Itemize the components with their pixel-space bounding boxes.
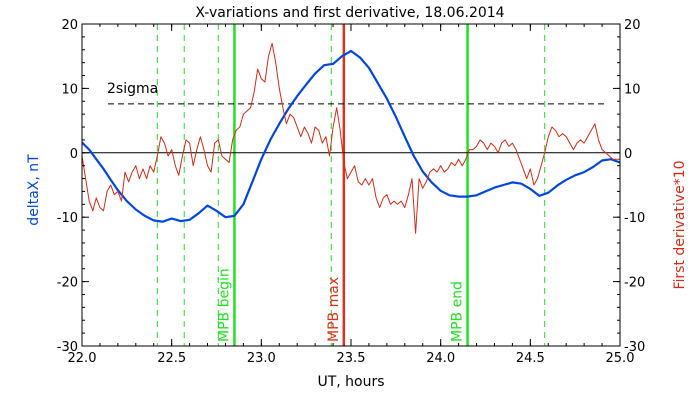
x-tick-label: 22.0 [68, 351, 97, 366]
y-left-tick-label: -10 [57, 211, 78, 226]
event-line-label: MPB end [450, 281, 466, 342]
y-right-tick-label: -10 [624, 211, 645, 226]
y-right-tick-label: 0 [624, 147, 632, 162]
reference-lines [82, 103, 620, 154]
event-labels: MPB begin MPB max MPB end [216, 268, 465, 342]
x-tick-label: 24.5 [516, 351, 545, 366]
y-left-tick-label: -30 [57, 340, 78, 355]
x-axis: 22.0 22.5 23.0 23.5 24.0 24.5 25.0 [68, 24, 635, 366]
x-tick-label: 23.5 [337, 351, 366, 366]
y-axis-left-label: deltaX, nT [26, 154, 42, 226]
event-line-label: MPB begin [216, 268, 232, 342]
x-axis-label: UT, hours [317, 374, 384, 390]
y-axis-right: -30 -20 -10 0 10 20 [613, 18, 645, 355]
x-tick-label: 25.0 [606, 351, 635, 366]
y-right-tick-label: -20 [624, 276, 645, 291]
y-axis-right-label: First derivative*10 [672, 160, 688, 289]
x-tick-label: 23.0 [247, 351, 276, 366]
y-right-tick-label: 20 [624, 18, 641, 33]
derivative-series-line [82, 42, 620, 234]
event-lines [156, 24, 546, 346]
x-tick-label: 22.5 [157, 351, 186, 366]
chart-title: X-variations and first derivative, 18.06… [195, 5, 504, 21]
y-left-tick-label: 20 [61, 18, 78, 33]
y-right-tick-label: 10 [624, 82, 641, 97]
y-left-tick-label: 10 [61, 82, 78, 97]
y-left-tick-label: 0 [70, 147, 78, 162]
y-left-tick-label: -20 [57, 276, 78, 291]
deltaX-series-line [82, 49, 620, 223]
y-right-tick-label: -30 [624, 340, 645, 355]
y-axis-left: -30 -20 -10 0 10 20 [57, 18, 89, 355]
series-group [82, 42, 620, 234]
x-tick-label: 24.0 [426, 351, 455, 366]
event-line-label: MPB max [326, 277, 342, 342]
sigma-label: 2sigma [107, 81, 158, 97]
plot-frame [81, 23, 621, 347]
